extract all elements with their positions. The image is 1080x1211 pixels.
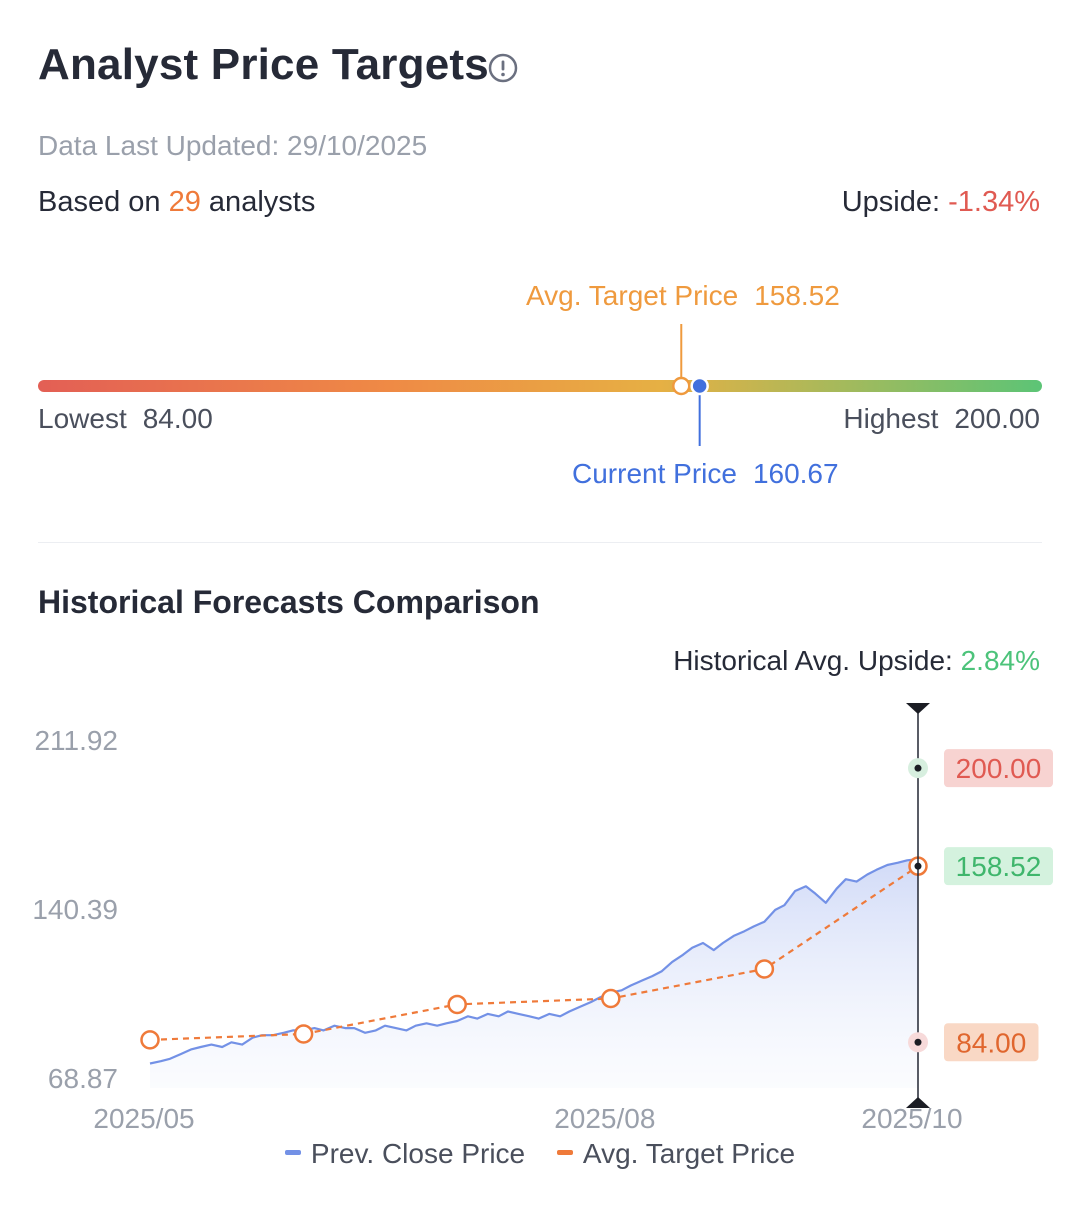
lowest-label: Lowest 84.00	[38, 403, 213, 435]
average-tag-bg	[944, 847, 1053, 886]
upside-value: -1.34%	[948, 186, 1040, 218]
avg-target-point[interactable]	[601, 988, 621, 1009]
legend-item-close[interactable]: Prev. Close Price	[284, 1138, 526, 1170]
lowest-caption: Lowest	[38, 403, 127, 434]
historical-upside-label: Historical Avg. Upside:	[673, 645, 961, 676]
historical-upside-value: 2.84%	[960, 645, 1040, 676]
avg-target-point[interactable]	[140, 1030, 160, 1050]
lowest-tag-bg	[944, 1023, 1039, 1062]
legend-item-target[interactable]: Avg. Target Price	[556, 1138, 796, 1170]
info-icon[interactable]	[488, 53, 518, 83]
based-prefix: Based on	[38, 186, 169, 218]
avg-target-point[interactable]	[447, 994, 467, 1015]
current-price-marker	[690, 376, 709, 396]
y-axis-ticks: 211.92 140.39 68.87	[32, 725, 118, 1094]
last-point-tags: 200.00 158.52 84.00	[908, 749, 1053, 1062]
analyst-count: 29	[168, 186, 201, 218]
current-price-value: 160.67	[752, 458, 839, 489]
current-price-label: Current Price 160.67	[572, 458, 839, 490]
highest-tag-label: 200.00	[956, 753, 1042, 784]
avg-target-caption: Avg. Target Price	[526, 280, 739, 311]
y-tick-label: 211.92	[34, 725, 118, 756]
y-tick-label: 68.87	[48, 1063, 118, 1094]
crosshair-top-arrow	[906, 703, 930, 714]
based-suffix: analysts	[200, 186, 316, 218]
current-price-caption: Current Price	[572, 458, 737, 489]
x-axis-ticks: 2025/05 2025/08 2025/10	[93, 1103, 962, 1134]
analyst-count-text: Based on 29 analysts	[38, 186, 315, 219]
historical-upside-text: Historical Avg. Upside: 2.84%	[673, 645, 1040, 677]
x-tick-label: 2025/08	[554, 1103, 655, 1134]
avg-target-line	[149, 865, 919, 1041]
data-updated-text: Data Last Updated: 29/10/2025	[38, 130, 428, 161]
x-tick-label: 2025/10	[861, 1103, 962, 1134]
highest-caption: Highest	[843, 403, 939, 434]
price-range-bar	[38, 324, 1042, 446]
crosshair-bottom-arrow	[906, 1097, 930, 1108]
chart-legend: Prev. Close Price Avg. Target Price	[0, 1138, 1080, 1170]
lowest-tag-dot	[914, 1038, 922, 1046]
section-divider	[38, 542, 1042, 543]
y-tick-label: 140.39	[32, 894, 118, 925]
upside-label: Upside:	[841, 186, 949, 218]
close-price-line	[149, 858, 919, 1065]
avg-target-value: 158.52	[754, 280, 840, 311]
avg-target-marker	[672, 376, 691, 396]
range-track	[38, 380, 1042, 392]
section-title: Historical Forecasts Comparison	[38, 584, 540, 620]
x-tick-label: 2025/05	[93, 1103, 194, 1134]
avg-target-label: Avg. Target Price 158.52	[526, 280, 840, 312]
lowest-value: 84.00	[142, 403, 213, 434]
page-title: Analyst Price Targets	[38, 40, 489, 89]
close-price-area	[150, 859, 918, 1088]
average-tag-label: 158.52	[956, 851, 1042, 882]
legend-target-label: Avg. Target Price	[582, 1138, 796, 1169]
upside-text: Upside: -1.34%	[842, 186, 1040, 219]
highest-tag-dot	[914, 764, 922, 772]
avg-target-point[interactable]	[293, 1024, 314, 1044]
highest-tag-bg	[944, 749, 1053, 788]
highest-label: Highest 200.00	[843, 403, 1040, 435]
avg-target-points	[140, 856, 928, 1050]
avg-target-point[interactable]	[754, 959, 775, 979]
legend-close-label: Prev. Close Price	[310, 1138, 526, 1169]
highest-value: 200.00	[954, 403, 1040, 434]
average-tag-dot	[914, 862, 922, 870]
lowest-tag-label: 84.00	[956, 1027, 1026, 1058]
